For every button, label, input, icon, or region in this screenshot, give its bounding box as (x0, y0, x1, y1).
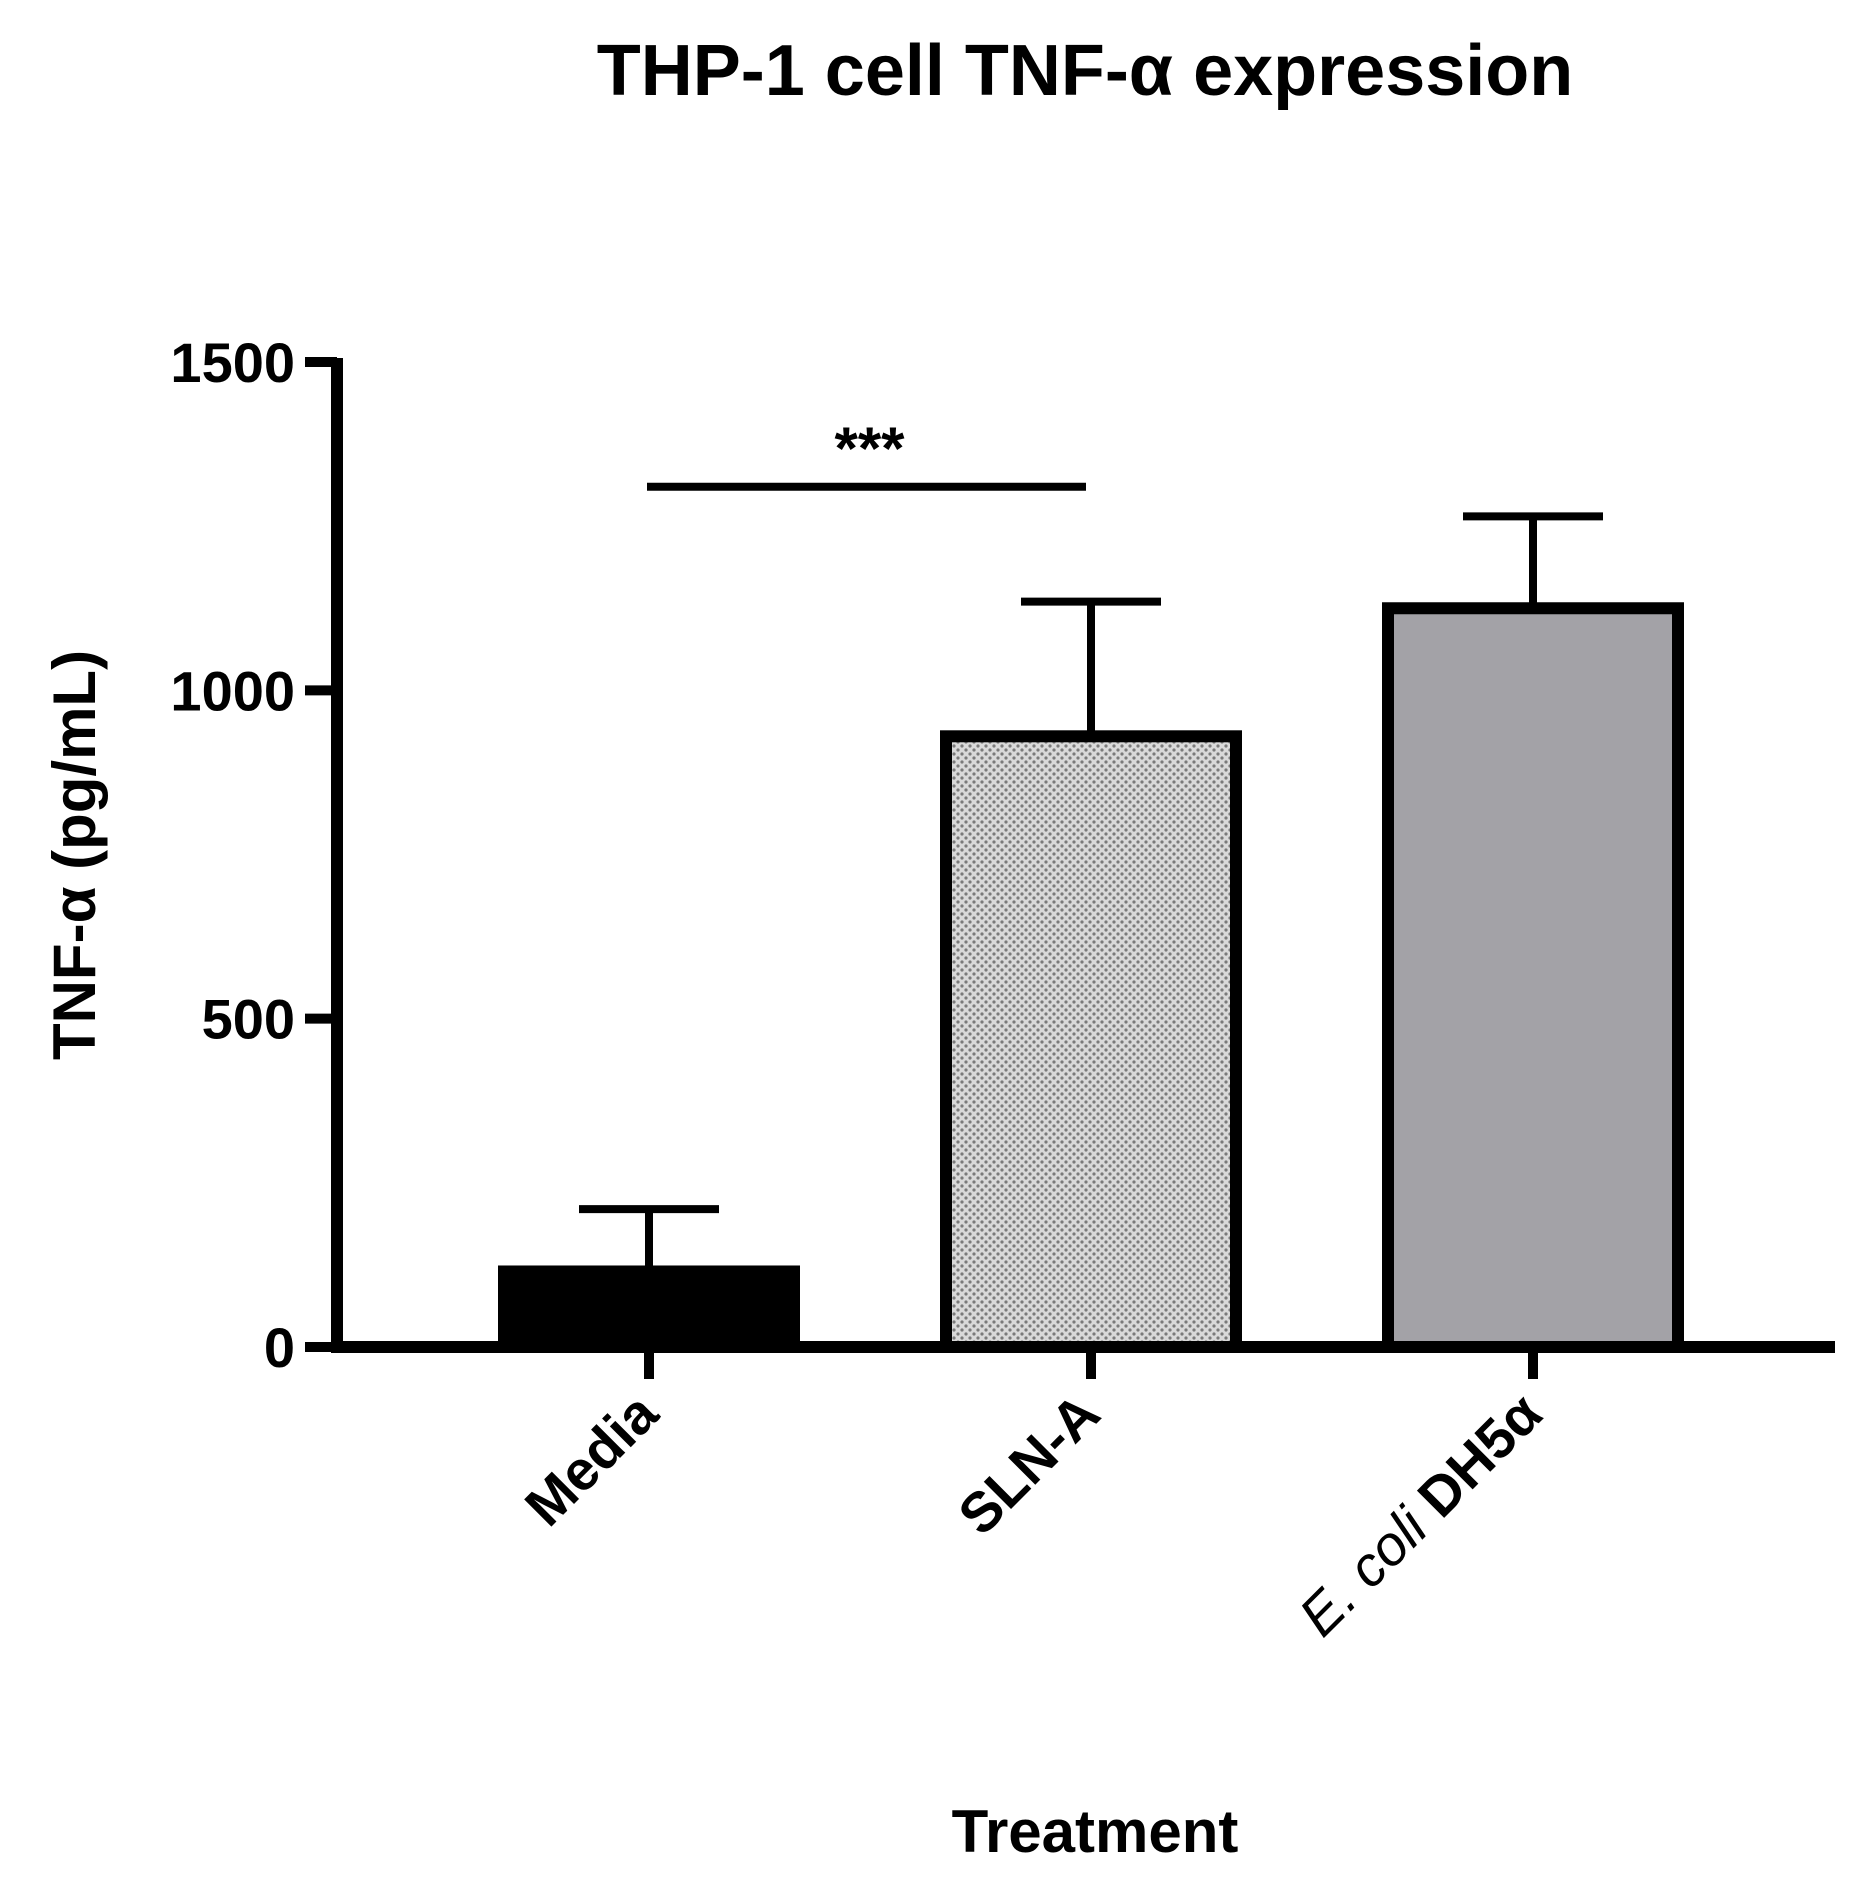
x-tick-label-1: Media (513, 1380, 670, 1537)
bar-2 (940, 730, 1242, 1353)
y-axis-label: TNF-α (pg/mL) (41, 650, 108, 1060)
significance-label-1: *** (834, 415, 905, 482)
y-tick-label-1000: 1000 (170, 659, 295, 722)
bar-3 (1382, 602, 1684, 1353)
x-axis-label: Treatment (952, 1798, 1239, 1865)
chart-title: THP-1 cell TNF-α expression (597, 31, 1574, 111)
y-tick-label-1500: 1500 (170, 331, 295, 394)
plot-area: 0 500 1000 1500 Media SLN-A E. coli DH5α *** (170, 331, 1835, 1648)
y-tick-label-500: 500 (202, 988, 295, 1051)
y-tick-label-0: 0 (264, 1316, 295, 1379)
x-tick-label-3: E. coli DH5α (1287, 1381, 1554, 1648)
bar-1 (498, 1265, 800, 1353)
x-tick-label-2: SLN-A (946, 1381, 1112, 1547)
